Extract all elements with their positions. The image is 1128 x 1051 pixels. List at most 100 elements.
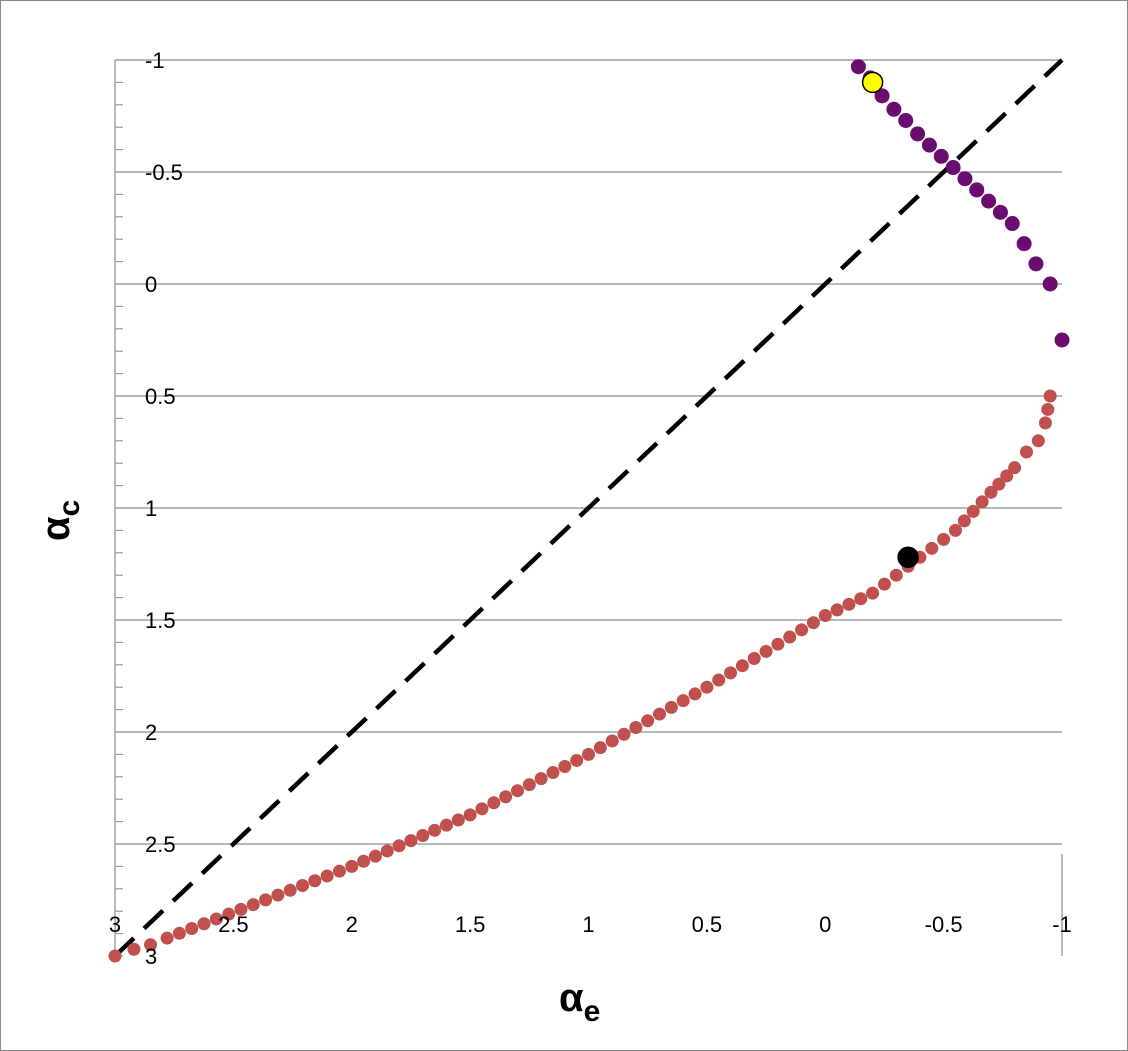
point-lower-branch xyxy=(308,874,322,888)
point-lower-branch xyxy=(617,727,631,741)
point-lower-branch xyxy=(582,747,595,761)
point-lower-branch xyxy=(783,630,797,644)
point-lower-branch xyxy=(144,938,158,952)
reference-diagonal-line xyxy=(113,58,1064,958)
point-lower-branch xyxy=(830,603,844,617)
point-upper-branch xyxy=(992,204,1008,220)
point-lower-branch xyxy=(172,926,186,940)
point-lower-branch xyxy=(246,898,260,912)
y-tick-label: 3 xyxy=(145,944,157,969)
point-lower-branch xyxy=(1019,445,1033,459)
point-lower-branch xyxy=(593,741,607,755)
point-lower-branch xyxy=(296,879,310,893)
point-lower-branch xyxy=(735,659,749,673)
point-upper-branch xyxy=(1016,236,1032,252)
point-lower-branch xyxy=(392,839,406,853)
point-lower-branch xyxy=(1008,461,1022,475)
point-upper-branch xyxy=(933,148,949,164)
y-axis-title: αc xyxy=(34,500,86,541)
point-lower-branch xyxy=(570,753,584,767)
point-lower-branch xyxy=(439,818,453,832)
point-lower-branch xyxy=(605,734,619,748)
point-lower-branch xyxy=(653,707,667,721)
y-tick-label: -1 xyxy=(145,48,165,73)
y-tick-label: -0.5 xyxy=(145,160,183,185)
point-lower-branch xyxy=(416,828,430,842)
point-lower-branch xyxy=(404,834,418,848)
point-lower-branch xyxy=(866,586,880,600)
y-tick-label: 2 xyxy=(145,720,157,745)
point-lower-branch xyxy=(222,907,236,921)
point-upper-branch xyxy=(1028,256,1044,272)
point-lower-branch xyxy=(1038,416,1052,430)
point-lower-branch xyxy=(759,644,773,658)
y-tick-label: 1.5 xyxy=(145,608,176,633)
point-lower-branch xyxy=(676,694,690,708)
point-lower-branch xyxy=(966,504,980,518)
point-lower-branch xyxy=(1041,402,1055,416)
point-lower-branch xyxy=(700,680,714,694)
point-lower-branch xyxy=(854,592,868,606)
point-upper-branch xyxy=(850,59,866,75)
point-lower-branch xyxy=(451,813,465,827)
point-upper-branch xyxy=(910,126,926,142)
point-lower-branch xyxy=(664,700,678,714)
y-tick-label: 1 xyxy=(145,496,157,521)
point-lower-branch xyxy=(747,652,761,666)
point-lower-branch xyxy=(842,597,856,611)
series-layer xyxy=(108,59,1070,963)
point-lower-branch xyxy=(368,849,382,863)
point-lower-branch xyxy=(534,772,548,786)
reference-line-layer xyxy=(113,58,1064,958)
point-lower-branch xyxy=(1031,434,1045,448)
x-tick-label: -0.5 xyxy=(925,912,963,937)
point-lower-branch xyxy=(380,844,394,858)
point-upper-branch xyxy=(969,182,985,198)
x-axis-title-main: α xyxy=(559,976,584,1020)
x-tick-label: 0 xyxy=(819,912,831,937)
point-lower-branch xyxy=(271,888,285,902)
point-lower-branch xyxy=(925,541,939,555)
point-lower-branch xyxy=(197,917,211,931)
marker-layer xyxy=(861,71,919,569)
point-lower-branch xyxy=(771,637,785,651)
point-lower-branch xyxy=(160,931,174,945)
x-tick-label: 2 xyxy=(346,912,358,937)
point-lower-branch xyxy=(818,609,832,623)
point-lower-branch xyxy=(209,912,223,926)
point-lower-branch xyxy=(499,790,513,804)
tick-label-layer: -1 -0.5 0 0.5 1 1.5 2 2.5 33 2.5 2 1.5 1 0.5 0 -0.5 -1 xyxy=(109,48,1072,969)
point-lower-branch xyxy=(806,616,820,630)
point-lower-branch xyxy=(795,623,809,637)
point-lower-branch xyxy=(546,766,560,780)
point-lower-branch xyxy=(510,784,524,798)
point-upper-branch xyxy=(898,112,914,128)
point-lower-branch xyxy=(975,495,989,509)
y-tick-label: 0 xyxy=(145,272,157,297)
point-upper-branch xyxy=(957,171,973,187)
point-lower-branch xyxy=(712,673,726,687)
point-lower-branch xyxy=(522,778,536,792)
point-lower-branch xyxy=(185,922,199,936)
point-lower-branch xyxy=(1043,389,1057,403)
point-lower-branch xyxy=(957,514,971,528)
y-axis-title-subscript: c xyxy=(53,500,86,517)
point-lower-branch xyxy=(889,568,903,582)
point-lower-branch xyxy=(234,902,248,916)
point-lower-branch xyxy=(984,485,998,499)
x-axis-title-subscript: e xyxy=(584,995,601,1028)
point-lower-branch xyxy=(108,949,122,963)
point-lower-branch xyxy=(428,823,442,837)
point-upper-branch xyxy=(981,193,997,209)
point-lower-branch xyxy=(487,796,501,810)
y-tick-label: 0.5 xyxy=(145,384,176,409)
point-lower-branch xyxy=(127,942,141,956)
point-lower-branch xyxy=(688,687,702,701)
x-tick-label: 1 xyxy=(582,912,594,937)
point-lower-branch xyxy=(641,714,655,728)
x-tick-label: -1 xyxy=(1052,912,1072,937)
point-lower-branch xyxy=(463,808,477,822)
point-upper-branch xyxy=(921,137,937,153)
point-lower-branch xyxy=(283,883,297,897)
